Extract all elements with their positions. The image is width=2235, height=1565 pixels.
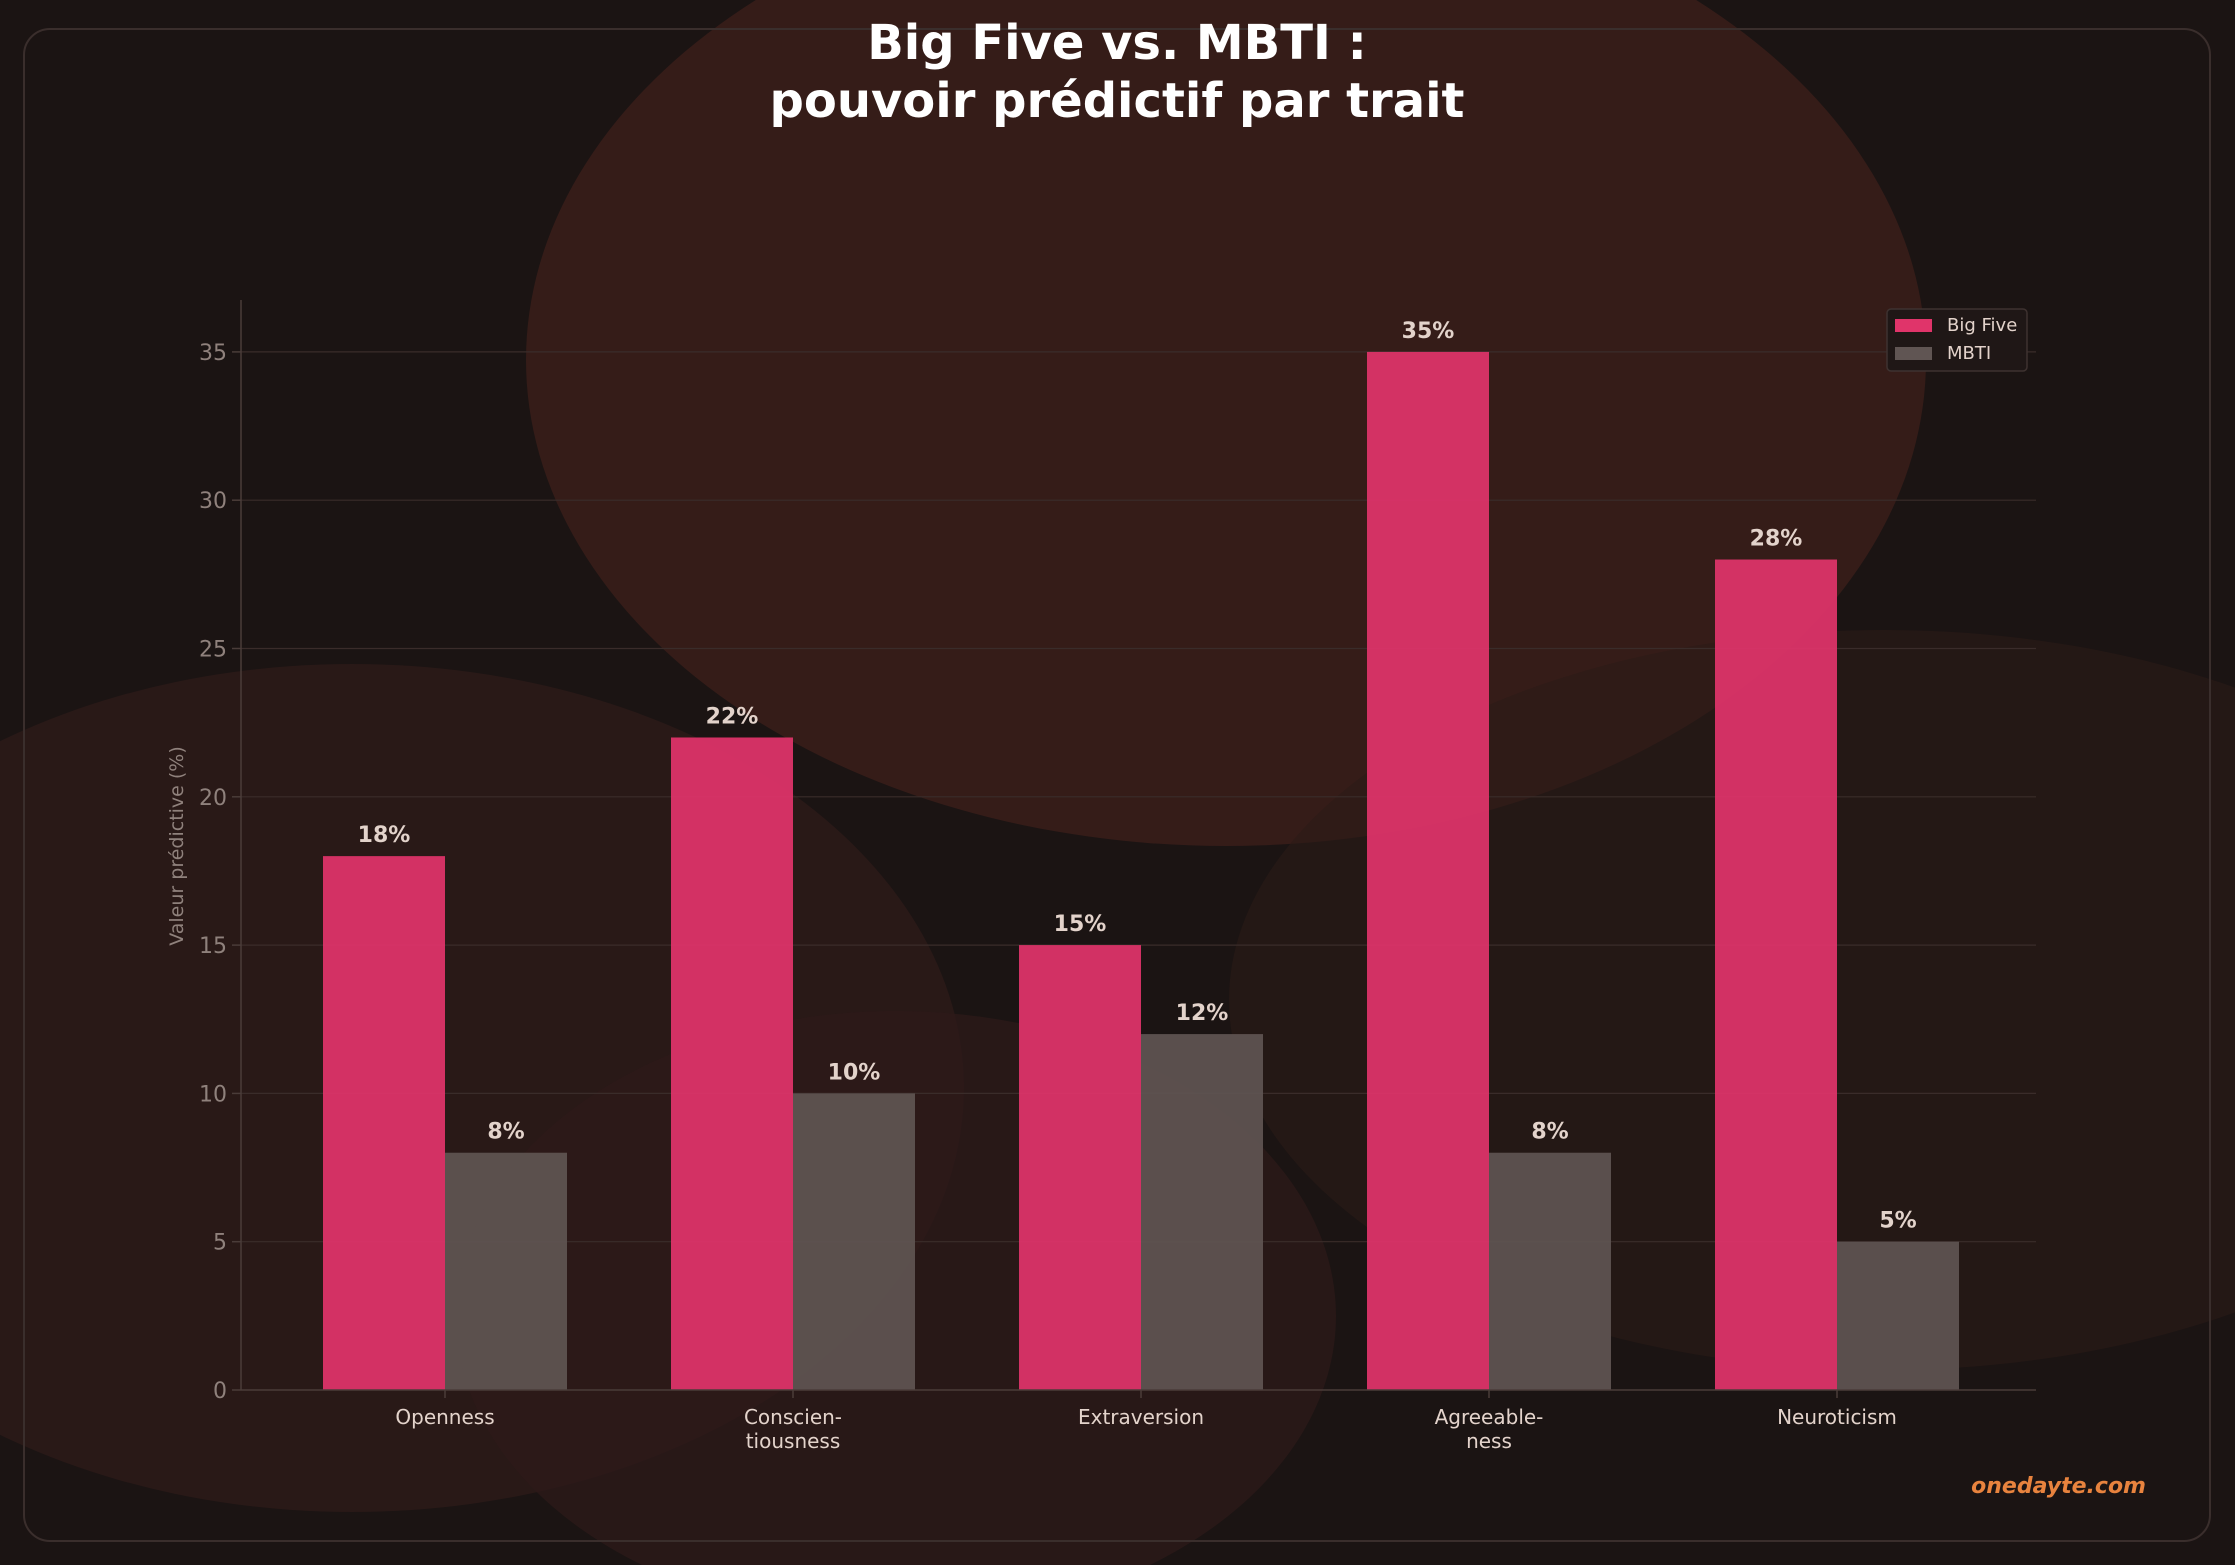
y-tick-label: 5 <box>213 1231 227 1256</box>
bar-mbti <box>1489 1152 1611 1390</box>
data-label: 5% <box>1879 1209 1916 1234</box>
watermark-text: onedayte.com <box>1971 1474 2146 1499</box>
data-labels: 18% 8% 22% 10% 15% 12% 35% 8% 28% 5% <box>358 319 1917 1234</box>
y-tick-label: 25 <box>199 638 227 663</box>
data-label: 10% <box>828 1060 881 1085</box>
x-tick-label: Openness <box>395 1405 494 1429</box>
chart-title-line: pouvoir prédictif par trait <box>770 73 1465 129</box>
data-label: 8% <box>1531 1120 1568 1145</box>
axes <box>240 300 2036 1391</box>
bar-mbti <box>1837 1241 1959 1390</box>
background-blob <box>526 0 1926 846</box>
data-label: 28% <box>1750 527 1803 552</box>
y-tick-label: 15 <box>199 934 227 959</box>
legend-swatch <box>1895 319 1932 332</box>
legend-label: MBTI <box>1947 343 1991 364</box>
chart-title: Big Five vs. MBTI :pouvoir prédictif par… <box>770 15 1465 129</box>
y-tick-label: 0 <box>213 1379 227 1404</box>
data-label: 15% <box>1054 912 1107 937</box>
data-label: 18% <box>358 823 411 848</box>
bar-mbti <box>793 1093 915 1390</box>
data-label: 22% <box>706 704 759 729</box>
bar-mbti <box>445 1152 567 1390</box>
bar-mbti <box>1141 1034 1263 1390</box>
data-label: 35% <box>1402 319 1455 344</box>
y-tick-label: 30 <box>199 489 227 514</box>
x-tick-label: Agreeable-ness <box>1435 1405 1544 1453</box>
bar-big-five <box>1367 351 1489 1390</box>
chart-card-frame <box>23 28 2211 1542</box>
bar-big-five <box>671 737 793 1390</box>
bars <box>323 351 1959 1390</box>
x-tick-label: Neuroticism <box>1777 1405 1897 1429</box>
bar-big-five <box>1019 945 1141 1390</box>
legend-swatch <box>1895 347 1932 360</box>
y-axis-label: Valeur prédictive (%) <box>166 746 188 946</box>
y-tick-label: 10 <box>199 1082 227 1107</box>
bar-big-five <box>323 856 445 1390</box>
chart-title-line: Big Five vs. MBTI : <box>867 15 1367 71</box>
y-tick-label: 20 <box>199 786 227 811</box>
legend: Big Five MBTI <box>1886 308 2028 372</box>
data-label: 12% <box>1176 1001 1229 1026</box>
x-tick-label: Extraversion <box>1078 1405 1204 1429</box>
legend-label: Big Five <box>1947 315 2017 336</box>
bar-big-five <box>1715 559 1837 1390</box>
y-tick-label: 35 <box>199 341 227 366</box>
data-label: 8% <box>487 1120 524 1145</box>
x-tick-label: Conscien-tiousness <box>744 1405 842 1453</box>
y-axis-ticks: 0 5 10 15 20 25 30 35 <box>199 341 241 1404</box>
x-axis-tick-labels: Openness Conscien-tiousness Extraversion Ag… <box>395 1390 1897 1453</box>
